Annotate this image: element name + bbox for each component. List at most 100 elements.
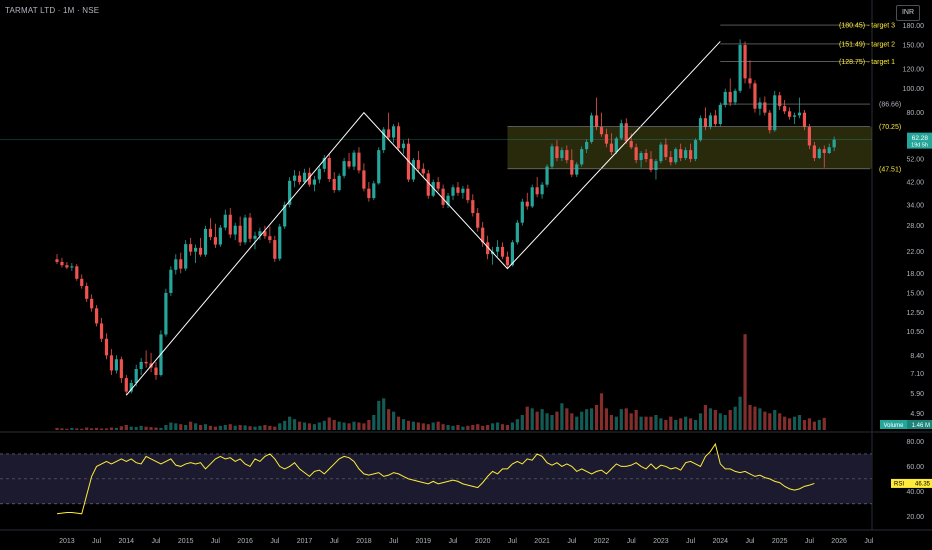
rsi-legend-tag (891, 478, 907, 488)
volume-bar (669, 416, 673, 430)
candle-body (124, 378, 128, 392)
volume-bar (540, 409, 544, 430)
rsi-value-tag (907, 478, 932, 488)
volume-bar (367, 420, 371, 430)
candle-body (119, 359, 123, 379)
time-tick-label: Jul (746, 538, 755, 545)
candle-body (238, 225, 242, 243)
price-tick-label: 52.00 (906, 157, 924, 164)
time-tick-label: 2015 (178, 538, 194, 545)
volume-bar (238, 425, 242, 430)
candle-body (406, 143, 411, 180)
volume-bar (263, 425, 267, 430)
volume-bar (70, 427, 74, 430)
volume-bar (223, 425, 227, 430)
candle-body (377, 150, 381, 184)
volume-bar (792, 416, 797, 430)
volume-bar (149, 427, 153, 430)
candle-body (456, 187, 460, 193)
candle-body (783, 106, 787, 112)
candle-body (481, 227, 485, 243)
candle-body (535, 187, 539, 195)
candle-body (293, 175, 297, 181)
volume-bar (649, 416, 653, 430)
candle-body (639, 153, 643, 161)
candle-body (362, 170, 366, 189)
time-tick-label: 2017 (297, 538, 313, 545)
price-tick-label: 12.50 (906, 310, 924, 317)
volume-bar (689, 418, 693, 430)
volume-bar (288, 416, 292, 430)
volume-bar (495, 422, 500, 430)
candle-body (778, 95, 782, 107)
candle-body (773, 95, 777, 131)
volume-bar (278, 423, 282, 430)
volume-bar (104, 428, 109, 430)
time-tick-label: 2021 (534, 538, 550, 545)
volume-bar (124, 425, 128, 430)
volume-bar (174, 423, 178, 430)
candle-body (60, 261, 64, 266)
candle-body (273, 240, 277, 259)
volume-bar (614, 416, 618, 430)
volume-bar (738, 396, 742, 430)
candle-body (184, 244, 188, 269)
volume-bar (817, 420, 821, 430)
time-tick-label: Jul (92, 538, 101, 545)
candle-body (322, 158, 326, 169)
time-tick-label: 2020 (475, 538, 491, 545)
time-tick-label: Jul (686, 538, 695, 545)
candle-body (748, 78, 752, 84)
candle-body (233, 225, 237, 235)
volume-bar (555, 411, 559, 430)
price-tick-label: 100.00 (903, 86, 925, 93)
candle-body (792, 115, 797, 117)
candle-body (327, 158, 331, 180)
volume-legend-tag (880, 420, 907, 429)
last-price-label: 62.28 (912, 135, 929, 142)
candle-body (218, 227, 222, 245)
candle-body (223, 214, 227, 228)
volume-bar (169, 422, 173, 430)
candle-body (436, 182, 440, 189)
volume-bar (134, 427, 138, 430)
candle-body (530, 187, 534, 207)
candle-body (565, 150, 569, 161)
candle-body (357, 152, 361, 171)
candle-body (134, 369, 138, 383)
volume-bar (807, 418, 811, 430)
currency-button[interactable]: INR (896, 5, 920, 21)
candle-body (70, 266, 74, 268)
volume-bar (599, 393, 604, 430)
candle-body (802, 112, 807, 128)
price-tick-label: 80.00 (906, 110, 924, 117)
volume-bar (585, 409, 589, 430)
time-tick-label: Jul (567, 538, 576, 545)
volume-value-tag (907, 420, 932, 429)
candle-body (278, 226, 282, 259)
price-tick-label: 150.00 (903, 42, 925, 49)
candle-body (827, 147, 831, 154)
candle-body (654, 161, 658, 170)
candle-body (585, 141, 589, 150)
rsi-tick-label: 80.00 (906, 439, 924, 446)
candle-body (387, 129, 391, 138)
candle-body (629, 140, 633, 148)
candle-body (476, 213, 480, 228)
time-tick-label: Jul (508, 538, 517, 545)
rsi-line (56, 442, 815, 515)
volume-bar (194, 423, 198, 430)
candle-body (669, 157, 673, 163)
volume-bar (778, 413, 782, 430)
volume-bar (317, 422, 321, 430)
volume-bar (570, 413, 574, 430)
volume-bar (352, 421, 356, 430)
candle-body (283, 204, 287, 227)
price-tick-label: 180.00 (903, 23, 925, 30)
candle-body (510, 242, 514, 266)
volume-bar (461, 426, 465, 430)
rsi-tick-label: 20.00 (906, 514, 924, 521)
candle-body (75, 266, 79, 279)
volume-bar (347, 423, 351, 430)
